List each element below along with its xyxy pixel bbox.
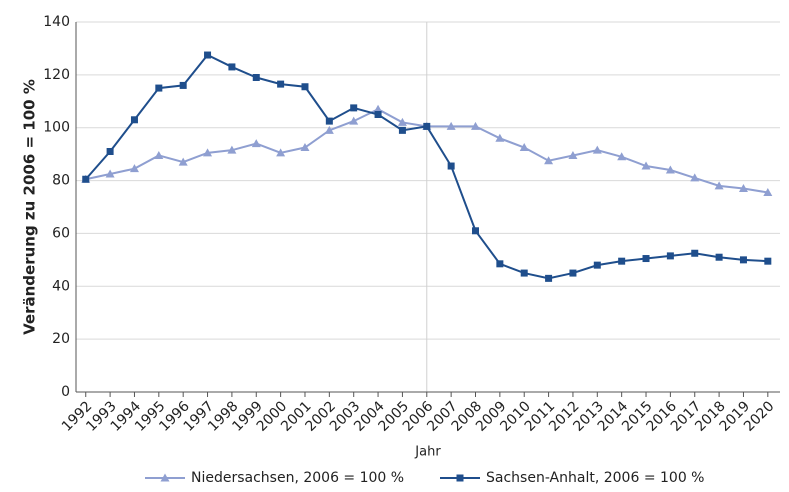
point xyxy=(301,83,309,91)
point xyxy=(666,252,674,260)
point xyxy=(618,257,626,265)
point xyxy=(105,169,115,178)
y-tick-label: 40 xyxy=(52,278,70,294)
point xyxy=(130,116,138,124)
point xyxy=(545,274,553,282)
point xyxy=(228,63,236,71)
point xyxy=(154,150,164,159)
y-tick-label: 100 xyxy=(43,120,70,136)
point xyxy=(764,257,772,265)
y-tick-label: 80 xyxy=(52,173,70,189)
point xyxy=(593,261,601,269)
point xyxy=(398,126,406,134)
legend-label: Sachsen-Anhalt, 2006 = 100 % xyxy=(486,470,704,486)
point xyxy=(397,117,407,126)
point xyxy=(472,227,480,235)
point xyxy=(276,148,286,157)
point xyxy=(569,269,577,277)
point xyxy=(738,184,748,192)
point xyxy=(495,133,505,142)
point xyxy=(763,187,773,196)
point xyxy=(739,256,747,264)
point xyxy=(642,255,650,263)
point xyxy=(520,269,528,277)
point xyxy=(592,145,602,154)
point xyxy=(714,181,724,190)
y-tick-label: 120 xyxy=(43,67,70,83)
y-tick-label: 60 xyxy=(52,225,70,241)
point xyxy=(641,161,651,170)
point xyxy=(715,253,723,261)
point xyxy=(227,145,237,154)
point xyxy=(251,139,261,148)
point xyxy=(178,157,188,166)
point xyxy=(471,121,481,130)
point xyxy=(325,117,333,125)
point xyxy=(82,175,90,183)
point xyxy=(519,143,529,152)
point xyxy=(447,162,455,170)
y-axis-label: Veränderung zu 2006 = 100 % xyxy=(21,79,39,335)
legend-label: Niedersachsen, 2006 = 100 % xyxy=(191,470,404,486)
point xyxy=(446,121,456,130)
y-tick-label: 140 xyxy=(43,14,70,30)
point xyxy=(374,111,382,118)
point xyxy=(203,148,213,157)
point xyxy=(129,164,139,173)
point xyxy=(155,84,163,92)
y-tick-label: 0 xyxy=(61,384,70,400)
point xyxy=(300,143,310,152)
point xyxy=(252,74,260,81)
point xyxy=(106,148,114,155)
point xyxy=(160,473,170,482)
y-tick-label: 20 xyxy=(52,331,70,347)
point xyxy=(423,122,431,130)
point xyxy=(350,104,358,112)
point xyxy=(324,125,334,134)
point xyxy=(496,260,504,268)
point xyxy=(544,156,554,165)
point xyxy=(617,152,627,161)
point xyxy=(665,165,675,174)
x-axis-label: Jahr xyxy=(414,445,441,460)
point xyxy=(349,116,359,125)
point xyxy=(179,81,187,89)
point xyxy=(204,51,212,59)
point xyxy=(277,80,285,88)
point xyxy=(456,474,464,482)
point xyxy=(690,173,700,182)
point xyxy=(691,249,699,257)
point xyxy=(373,104,383,113)
point xyxy=(568,150,578,159)
